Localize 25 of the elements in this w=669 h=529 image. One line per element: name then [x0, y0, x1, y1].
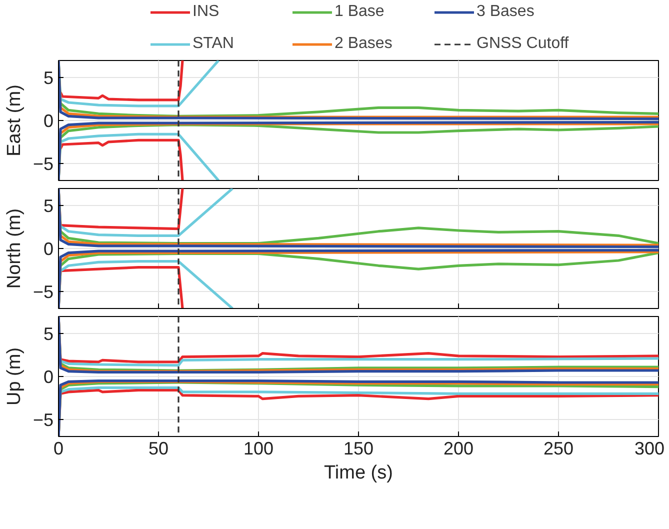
legend-label: 1 Base [334, 3, 386, 21]
x-tick-label: 150 [343, 438, 374, 458]
x-tick-label: 100 [243, 438, 274, 458]
y-tick-label: 5 [43, 324, 54, 344]
legend-label: STAN [192, 35, 235, 53]
y-tick-label: −5 [32, 154, 54, 174]
legend-label: 3 Bases [476, 3, 536, 21]
y-tick-label: 5 [43, 196, 54, 216]
legend-label: INS [192, 3, 220, 21]
x-axis-title: Time (s) [324, 462, 393, 484]
y-tick-label: 0 [43, 111, 54, 131]
y-axis-title: East (m) [4, 84, 25, 156]
legend-label: 2 Bases [334, 35, 394, 53]
y-axis-title: Up (m) [4, 347, 25, 406]
legend-label: GNSS Cutoff [476, 35, 570, 53]
y-tick-label: −5 [32, 282, 54, 302]
x-tick-label: 300 [634, 438, 665, 458]
x-tick-label: 250 [543, 438, 574, 458]
y-tick-label: 0 [43, 239, 54, 259]
y-tick-label: −5 [32, 410, 54, 430]
x-tick-label: 200 [443, 438, 474, 458]
y-axis-title: North (m) [4, 208, 25, 289]
y-tick-label: 0 [43, 367, 54, 387]
y-tick-label: 5 [43, 68, 54, 88]
x-tick-label: 50 [148, 438, 169, 458]
